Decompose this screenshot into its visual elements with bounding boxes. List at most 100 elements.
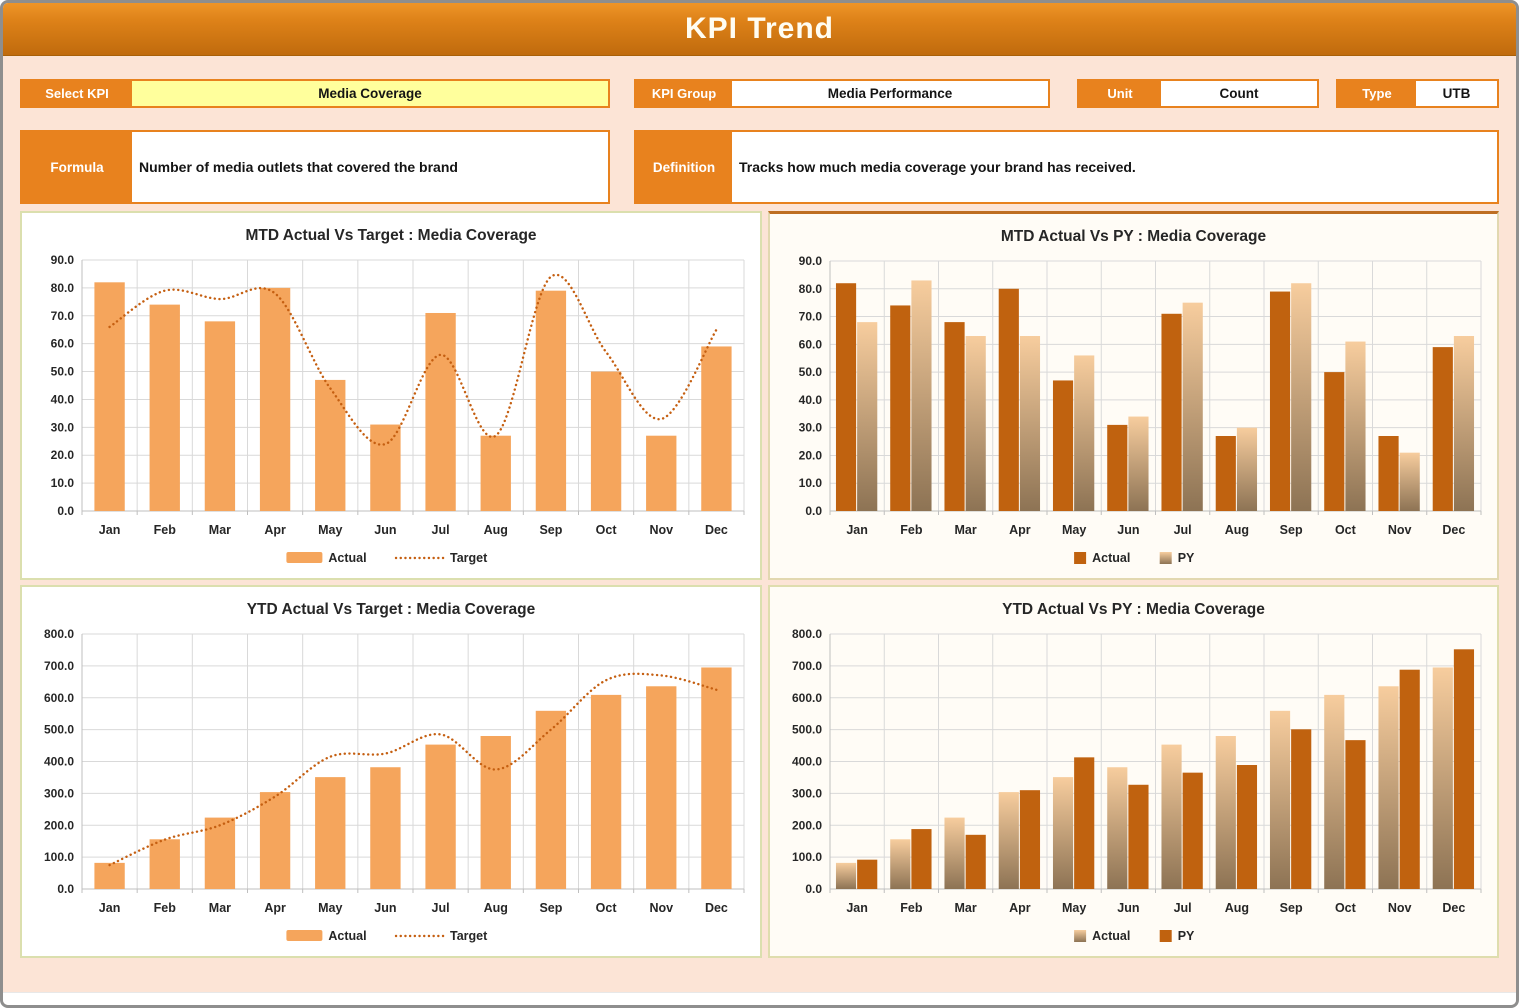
svg-text:Jun: Jun bbox=[374, 523, 396, 537]
svg-text:400.0: 400.0 bbox=[44, 755, 74, 769]
footer-strip bbox=[3, 992, 1516, 1005]
unit-field: Unit Count bbox=[1077, 79, 1319, 108]
svg-text:Jun: Jun bbox=[1117, 523, 1139, 537]
svg-text:80.0: 80.0 bbox=[51, 281, 75, 295]
svg-text:Jul: Jul bbox=[1174, 523, 1192, 537]
svg-text:Jul: Jul bbox=[432, 901, 450, 915]
svg-text:Mar: Mar bbox=[209, 523, 231, 537]
svg-text:10.0: 10.0 bbox=[51, 476, 75, 490]
svg-text:Target: Target bbox=[450, 551, 488, 565]
svg-text:600.0: 600.0 bbox=[44, 691, 74, 705]
svg-text:500.0: 500.0 bbox=[44, 723, 74, 737]
definition-value: Tracks how much media coverage your bran… bbox=[739, 159, 1136, 175]
svg-text:Nov: Nov bbox=[649, 901, 673, 915]
svg-text:700.0: 700.0 bbox=[44, 659, 74, 673]
svg-text:Jan: Jan bbox=[99, 901, 121, 915]
svg-text:60.0: 60.0 bbox=[799, 337, 823, 351]
svg-text:400.0: 400.0 bbox=[792, 755, 822, 769]
svg-text:Apr: Apr bbox=[1009, 901, 1031, 915]
svg-text:Actual: Actual bbox=[328, 551, 366, 565]
svg-text:Jun: Jun bbox=[1117, 901, 1139, 915]
svg-text:100.0: 100.0 bbox=[792, 850, 822, 864]
svg-text:Apr: Apr bbox=[264, 901, 286, 915]
svg-text:0.0: 0.0 bbox=[57, 882, 74, 896]
svg-text:Actual: Actual bbox=[328, 929, 366, 943]
formula-label: Formula bbox=[22, 132, 132, 202]
mtd-actual-vs-py-chart: 0.0 10.0 20.0 30.0 40.0 50.0 60.0 70.0 80.0 90.0 J… bbox=[799, 228, 1482, 565]
select-kpi-field: Select KPI Media Coverage bbox=[20, 79, 610, 108]
svg-text:300.0: 300.0 bbox=[792, 786, 822, 800]
svg-text:90.0: 90.0 bbox=[51, 253, 75, 267]
svg-text:Jan: Jan bbox=[846, 901, 868, 915]
svg-text:Nov: Nov bbox=[1388, 523, 1412, 537]
svg-text:Oct: Oct bbox=[596, 523, 618, 537]
svg-text:200.0: 200.0 bbox=[44, 818, 74, 832]
mtd-actual-vs-py-panel: 0.0 10.0 20.0 30.0 40.0 50.0 60.0 70.0 80.0 90.0 J… bbox=[768, 211, 1499, 580]
svg-text:Dec: Dec bbox=[705, 901, 728, 915]
svg-text:500.0: 500.0 bbox=[792, 723, 822, 737]
ytd-actual-vs-py-panel: 0.0 100.0 200.0 300.0 400.0 500.0 600.0 700.0 80… bbox=[768, 585, 1499, 958]
kpi-group-value: Media Performance bbox=[732, 81, 1048, 106]
dashboard-header: KPI Trend bbox=[3, 3, 1516, 56]
svg-text:Actual: Actual bbox=[1092, 551, 1130, 565]
svg-text:MTD Actual Vs PY : Media Cover: MTD Actual Vs PY : Media Coverage bbox=[1001, 228, 1267, 245]
mtd-actual-vs-target-chart: 0.0 10.0 20.0 30.0 40.0 50.0 60.0 70.0 80.0 90.0 J… bbox=[51, 227, 745, 565]
svg-text:Jan: Jan bbox=[846, 523, 868, 537]
kpi-group-field: KPI Group Media Performance bbox=[634, 79, 1050, 108]
svg-text:600.0: 600.0 bbox=[792, 691, 822, 705]
svg-text:40.0: 40.0 bbox=[51, 392, 75, 406]
svg-text:Aug: Aug bbox=[484, 901, 508, 915]
page-title: KPI Trend bbox=[684, 12, 835, 45]
svg-text:Mar: Mar bbox=[955, 523, 977, 537]
svg-text:MTD Actual Vs Target : Media C: MTD Actual Vs Target : Media Coverage bbox=[245, 227, 536, 244]
dashboard-content: Select KPI Media Coverage KPI Group Medi… bbox=[3, 79, 1516, 958]
svg-text:20.0: 20.0 bbox=[799, 448, 823, 462]
svg-text:Nov: Nov bbox=[1388, 901, 1412, 915]
svg-text:20.0: 20.0 bbox=[51, 448, 75, 462]
svg-text:Aug: Aug bbox=[484, 523, 508, 537]
svg-text:Oct: Oct bbox=[596, 901, 618, 915]
svg-text:0.0: 0.0 bbox=[805, 504, 822, 518]
charts-grid: 0.0 10.0 20.0 30.0 40.0 50.0 60.0 70.0 80.0 90.0 J… bbox=[20, 211, 1499, 958]
svg-text:30.0: 30.0 bbox=[799, 421, 823, 435]
svg-text:Actual: Actual bbox=[1092, 929, 1130, 943]
select-kpi-dropdown[interactable]: Media Coverage bbox=[132, 81, 608, 106]
svg-text:Jul: Jul bbox=[1174, 901, 1192, 915]
svg-text:Dec: Dec bbox=[705, 523, 728, 537]
svg-text:Apr: Apr bbox=[264, 523, 286, 537]
svg-text:50.0: 50.0 bbox=[51, 365, 75, 379]
svg-text:60.0: 60.0 bbox=[51, 337, 75, 351]
ytd-actual-vs-target-chart: 0.0 100.0 200.0 300.0 400.0 500.0 600.0 700.0 80… bbox=[44, 601, 745, 943]
svg-text:Jan: Jan bbox=[99, 523, 121, 537]
svg-text:200.0: 200.0 bbox=[792, 818, 822, 832]
svg-text:Mar: Mar bbox=[209, 901, 231, 915]
svg-text:Feb: Feb bbox=[900, 523, 923, 537]
svg-text:800.0: 800.0 bbox=[44, 627, 74, 641]
svg-text:Target: Target bbox=[450, 929, 488, 943]
svg-text:70.0: 70.0 bbox=[51, 309, 75, 323]
svg-text:50.0: 50.0 bbox=[799, 365, 823, 379]
definition-label: Definition bbox=[636, 132, 732, 202]
svg-text:Feb: Feb bbox=[154, 901, 177, 915]
ytd-actual-vs-target-panel: 0.0 100.0 200.0 300.0 400.0 500.0 600.0 700.0 80… bbox=[20, 585, 762, 958]
svg-text:Dec: Dec bbox=[1442, 901, 1465, 915]
svg-text:800.0: 800.0 bbox=[792, 627, 822, 641]
svg-text:Aug: Aug bbox=[1225, 901, 1249, 915]
svg-text:Apr: Apr bbox=[1009, 523, 1031, 537]
svg-text:0.0: 0.0 bbox=[57, 504, 74, 518]
svg-text:Dec: Dec bbox=[1442, 523, 1465, 537]
kpi-group-label: KPI Group bbox=[636, 81, 732, 106]
mtd-actual-vs-target-panel: 0.0 10.0 20.0 30.0 40.0 50.0 60.0 70.0 80.0 90.0 J… bbox=[20, 211, 762, 580]
svg-text:0.0: 0.0 bbox=[805, 882, 822, 896]
svg-text:70.0: 70.0 bbox=[799, 310, 823, 324]
formula-box: Formula Number of media outlets that cov… bbox=[20, 130, 610, 204]
svg-text:40.0: 40.0 bbox=[799, 393, 823, 407]
svg-text:Oct: Oct bbox=[1335, 523, 1357, 537]
kpi-controls-row: Select KPI Media Coverage KPI Group Medi… bbox=[20, 79, 1499, 108]
svg-text:Jul: Jul bbox=[432, 523, 450, 537]
svg-text:Aug: Aug bbox=[1225, 523, 1249, 537]
svg-text:Feb: Feb bbox=[900, 901, 923, 915]
type-label: Type bbox=[1338, 81, 1416, 106]
svg-text:Sep: Sep bbox=[1280, 901, 1303, 915]
